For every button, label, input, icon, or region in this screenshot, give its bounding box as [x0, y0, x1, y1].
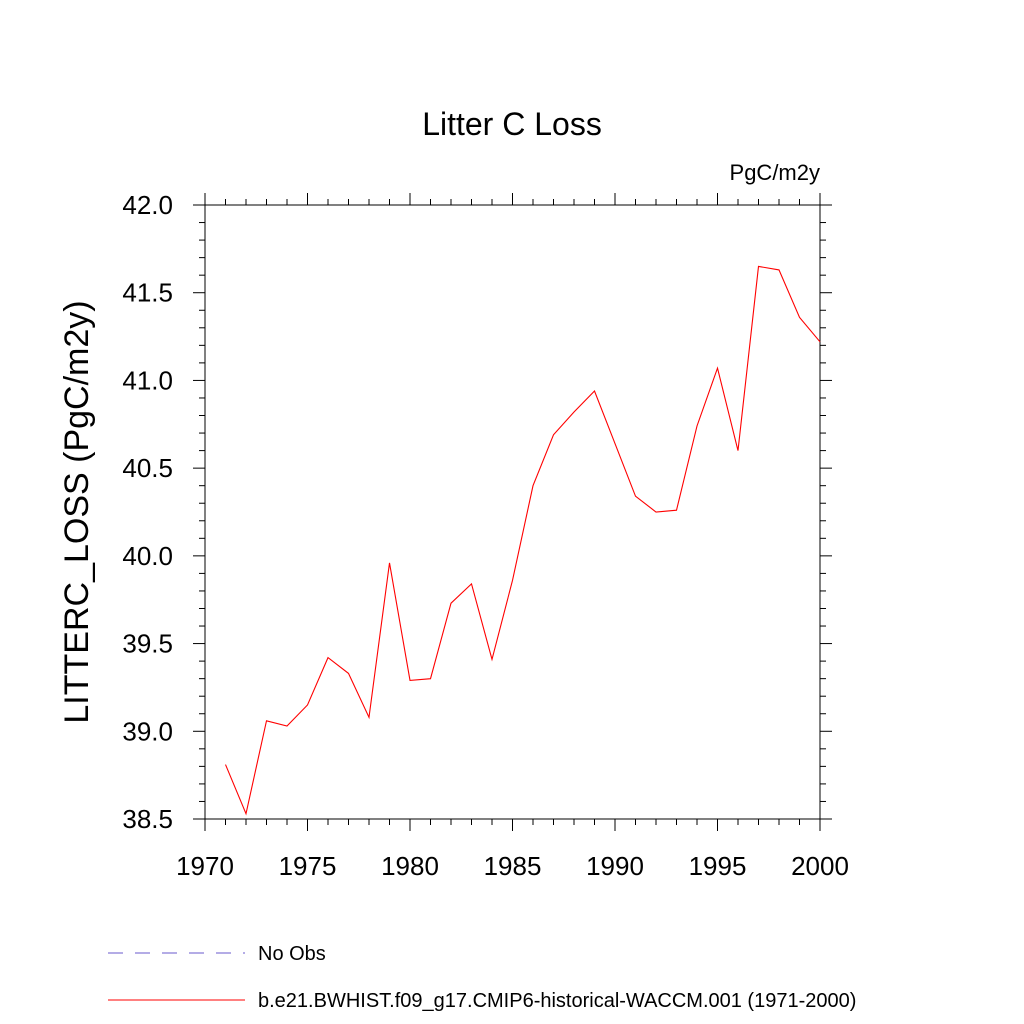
legend-label-1: b.e21.BWHIST.f09_g17.CMIP6-historical-WA… [258, 990, 856, 1012]
legend-label-0: No Obs [258, 943, 326, 965]
y-tick-label: 39.5 [122, 629, 173, 659]
plot-frame [204, 204, 821, 820]
series-layer [224, 265, 821, 816]
axis-ticks: 1970 1975 1980 1985 1990 1995 2000 38.5 39.0 39.5… [122, 190, 849, 881]
x-tick-label: 1970 [176, 851, 234, 881]
y-tick-label: 41.5 [122, 278, 173, 308]
series-line-0 [224, 265, 821, 816]
y-tick-label: 42.0 [122, 190, 173, 220]
x-tick-label: 1980 [381, 851, 439, 881]
y-tick-label: 38.5 [122, 804, 173, 834]
x-tick-label: 1975 [279, 851, 337, 881]
units-label: PgC/m2y [730, 160, 820, 185]
y-axis-label: LITTERC_LOSS (PgC/m2y) [58, 300, 96, 723]
x-tick-label: 2000 [791, 851, 849, 881]
y-tick-label: 40.0 [122, 541, 173, 571]
chart-title: Litter C Loss [422, 106, 602, 142]
y-tick-label: 41.0 [122, 365, 173, 395]
y-tick-label: 39.0 [122, 716, 173, 746]
x-tick-label: 1985 [484, 851, 542, 881]
x-tick-label: 1990 [586, 851, 644, 881]
x-tick-label: 1995 [689, 851, 747, 881]
y-tick-label: 40.5 [122, 453, 173, 483]
legend: No Obs b.e21.BWHIST.f09_g17.CMIP6-histori… [108, 943, 856, 1012]
